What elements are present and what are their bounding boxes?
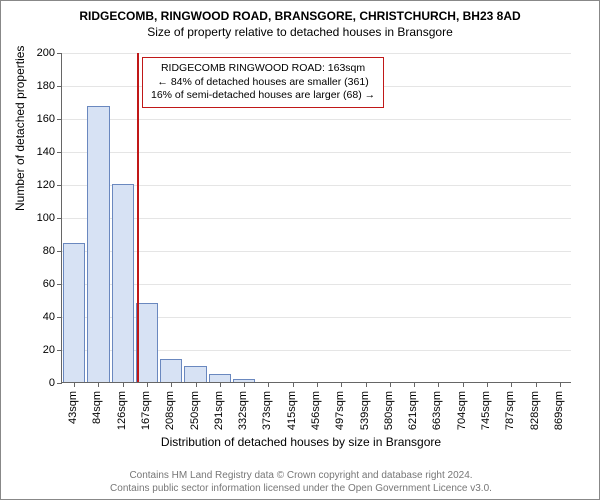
chart-area: RIDGECOMB RINGWOOD ROAD: 163sqm← 84% of … (61, 53, 571, 383)
ytick-label: 200 (25, 47, 55, 59)
ytick-label: 80 (25, 245, 55, 257)
xtick-mark (268, 382, 269, 387)
ytick-label: 0 (25, 377, 55, 389)
xtick-mark (366, 382, 367, 387)
annotation-line: RIDGECOMB RINGWOOD ROAD: 163sqm (151, 62, 375, 76)
ytick-label: 20 (25, 344, 55, 356)
ytick-mark (57, 383, 62, 384)
xtick-label: 291sqm (213, 391, 225, 430)
x-axis-label: Distribution of detached houses by size … (1, 435, 600, 449)
ytick-mark (57, 218, 62, 219)
ytick-label: 160 (25, 113, 55, 125)
xtick-label: 456sqm (310, 391, 322, 430)
xtick-mark (414, 382, 415, 387)
xtick-label: 208sqm (164, 391, 176, 430)
xtick-label: 621sqm (407, 391, 419, 430)
xtick-label: 126sqm (116, 391, 128, 430)
reference-line (137, 53, 139, 382)
xtick-mark (341, 382, 342, 387)
annotation-line: ← 84% of detached houses are smaller (36… (151, 76, 375, 90)
footer-attribution: Contains HM Land Registry data © Crown c… (1, 469, 600, 495)
xtick-label: 332sqm (237, 391, 249, 430)
xtick-mark (244, 382, 245, 387)
xtick-label: 167sqm (140, 391, 152, 430)
ytick-mark (57, 350, 62, 351)
xtick-mark (196, 382, 197, 387)
ytick-label: 140 (25, 146, 55, 158)
ytick-mark (57, 53, 62, 54)
histogram-bar (184, 366, 206, 383)
page-title: RIDGECOMB, RINGWOOD ROAD, BRANSGORE, CHR… (1, 1, 599, 23)
plot-region: RIDGECOMB RINGWOOD ROAD: 163sqm← 84% of … (61, 53, 571, 383)
annotation-line: 16% of semi-detached houses are larger (… (151, 89, 375, 103)
xtick-mark (463, 382, 464, 387)
ytick-label: 180 (25, 80, 55, 92)
xtick-label: 43sqm (67, 391, 79, 424)
xtick-label: 704sqm (456, 391, 468, 430)
xtick-label: 745sqm (480, 391, 492, 430)
xtick-label: 539sqm (359, 391, 371, 430)
xtick-label: 84sqm (91, 391, 103, 424)
ytick-label: 100 (25, 212, 55, 224)
ytick-mark (57, 119, 62, 120)
xtick-label: 869sqm (553, 391, 565, 430)
histogram-bar (87, 106, 109, 382)
xtick-label: 415sqm (286, 391, 298, 430)
xtick-label: 373sqm (261, 391, 273, 430)
ytick-mark (57, 251, 62, 252)
histogram-bar (160, 359, 182, 382)
xtick-mark (293, 382, 294, 387)
footer-line-2: Contains public sector information licen… (1, 482, 600, 495)
xtick-label: 663sqm (431, 391, 443, 430)
ytick-label: 40 (25, 311, 55, 323)
xtick-mark (220, 382, 221, 387)
xtick-mark (511, 382, 512, 387)
xtick-mark (123, 382, 124, 387)
histogram-bar (63, 243, 85, 382)
ytick-mark (57, 317, 62, 318)
histogram-bar (136, 303, 158, 382)
xtick-mark (560, 382, 561, 387)
xtick-mark (487, 382, 488, 387)
xtick-mark (390, 382, 391, 387)
annotation-box: RIDGECOMB RINGWOOD ROAD: 163sqm← 84% of … (142, 57, 384, 108)
xtick-label: 250sqm (189, 391, 201, 430)
xtick-label: 787sqm (504, 391, 516, 430)
xtick-mark (438, 382, 439, 387)
xtick-mark (98, 382, 99, 387)
xtick-mark (171, 382, 172, 387)
xtick-label: 828sqm (529, 391, 541, 430)
xtick-mark (147, 382, 148, 387)
xtick-mark (536, 382, 537, 387)
xtick-mark (317, 382, 318, 387)
ytick-mark (57, 152, 62, 153)
ytick-mark (57, 86, 62, 87)
chart-card: RIDGECOMB, RINGWOOD ROAD, BRANSGORE, CHR… (0, 0, 600, 500)
xtick-mark (74, 382, 75, 387)
ytick-label: 120 (25, 179, 55, 191)
xtick-label: 497sqm (334, 391, 346, 430)
xtick-label: 580sqm (383, 391, 395, 430)
ytick-mark (57, 185, 62, 186)
footer-line-1: Contains HM Land Registry data © Crown c… (1, 469, 600, 482)
ytick-label: 60 (25, 278, 55, 290)
histogram-bar (112, 184, 134, 382)
ytick-mark (57, 284, 62, 285)
page-subtitle: Size of property relative to detached ho… (1, 23, 599, 39)
histogram-bar (209, 374, 231, 382)
